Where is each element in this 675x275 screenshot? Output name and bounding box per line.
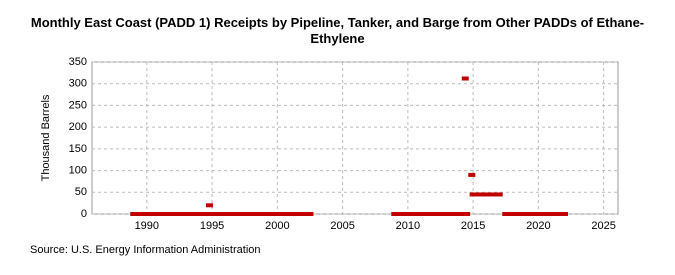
point bbox=[423, 212, 431, 216]
point bbox=[293, 212, 301, 216]
point bbox=[273, 212, 281, 216]
point bbox=[215, 212, 223, 216]
point bbox=[554, 212, 562, 216]
y-tick-label: 0 bbox=[81, 208, 87, 220]
y-tick-label: 200 bbox=[69, 121, 87, 133]
point bbox=[436, 212, 444, 216]
point bbox=[391, 212, 399, 216]
y-tick-label: 150 bbox=[69, 143, 87, 155]
point bbox=[254, 212, 262, 216]
point bbox=[299, 212, 307, 216]
source: Source: U.S. Energy Information Administ… bbox=[30, 244, 261, 256]
point bbox=[456, 212, 464, 216]
y-tick-label: 350 bbox=[69, 56, 87, 68]
point bbox=[410, 212, 418, 216]
x-tick-label: 1995 bbox=[200, 220, 224, 232]
point bbox=[189, 212, 197, 216]
point bbox=[489, 192, 497, 197]
point bbox=[417, 212, 425, 216]
point bbox=[205, 203, 213, 208]
point bbox=[495, 192, 503, 197]
point bbox=[280, 212, 288, 216]
point bbox=[469, 192, 477, 197]
point bbox=[560, 212, 568, 216]
x-tick-label: 2000 bbox=[265, 220, 289, 232]
point bbox=[397, 212, 405, 216]
point bbox=[306, 212, 314, 216]
point bbox=[482, 192, 490, 197]
point bbox=[515, 212, 523, 216]
point bbox=[247, 212, 255, 216]
y-tick-label: 250 bbox=[69, 99, 87, 111]
point bbox=[476, 192, 484, 197]
point bbox=[130, 212, 138, 216]
point bbox=[528, 212, 536, 216]
point bbox=[182, 212, 190, 216]
point bbox=[450, 212, 458, 216]
point bbox=[228, 212, 236, 216]
point bbox=[502, 212, 510, 216]
point bbox=[461, 76, 469, 81]
x-tick-label: 2020 bbox=[526, 220, 550, 232]
plot-area bbox=[91, 61, 619, 215]
point bbox=[221, 212, 229, 216]
y-tick-label: 50 bbox=[75, 186, 87, 198]
point bbox=[202, 212, 210, 216]
x-tick-label: 2025 bbox=[591, 220, 615, 232]
point bbox=[404, 212, 412, 216]
point bbox=[521, 212, 529, 216]
point bbox=[541, 212, 549, 216]
point bbox=[136, 212, 144, 216]
point bbox=[195, 212, 203, 216]
point bbox=[149, 212, 157, 216]
point bbox=[241, 212, 249, 216]
point bbox=[430, 212, 438, 216]
x-tick-label: 1990 bbox=[135, 220, 159, 232]
y-axis-label: Thousand Barrels bbox=[40, 94, 52, 181]
chart-title: Monthly East Coast (PADD 1) Receipts by … bbox=[30, 15, 645, 46]
point bbox=[443, 212, 451, 216]
point bbox=[468, 172, 476, 177]
point bbox=[208, 212, 216, 216]
point bbox=[143, 212, 151, 216]
point bbox=[156, 212, 164, 216]
point bbox=[260, 212, 268, 216]
point bbox=[534, 212, 542, 216]
point bbox=[175, 212, 183, 216]
x-tick-label: 2005 bbox=[330, 220, 354, 232]
point bbox=[286, 212, 294, 216]
point bbox=[169, 212, 177, 216]
x-tick-label: 2015 bbox=[461, 220, 485, 232]
point bbox=[508, 212, 516, 216]
y-tick-label: 100 bbox=[69, 164, 87, 176]
point bbox=[267, 212, 275, 216]
point bbox=[547, 212, 555, 216]
point bbox=[463, 212, 471, 216]
y-tick-label: 300 bbox=[69, 78, 87, 90]
x-tick-label: 2010 bbox=[396, 220, 420, 232]
point bbox=[234, 212, 242, 216]
point bbox=[162, 212, 170, 216]
